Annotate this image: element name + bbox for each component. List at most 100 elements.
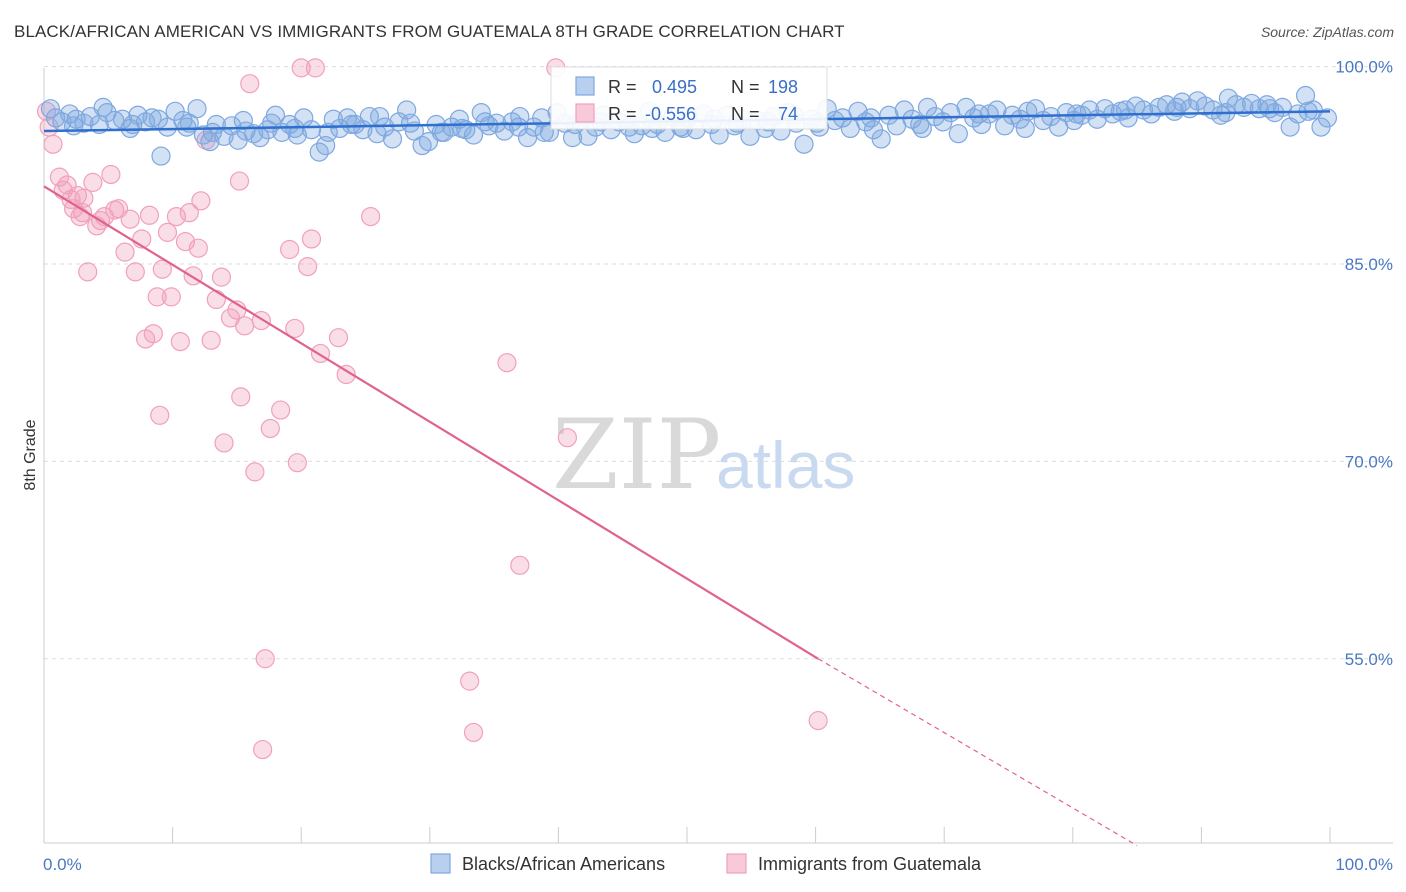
- pink-point: [301, 229, 322, 249]
- pink-point: [150, 405, 170, 425]
- pink-point: [328, 328, 349, 348]
- chart-source: Source: ZipAtlas.com: [1260, 24, 1394, 40]
- chart-title: BLACK/AFRICAN AMERICAN VS IMMIGRANTS FRO…: [14, 22, 845, 41]
- pink-point: [245, 462, 265, 482]
- pink-point: [166, 207, 187, 227]
- blue-point: [452, 118, 472, 139]
- blue-point: [871, 129, 891, 149]
- blue-point: [400, 113, 421, 133]
- blue-point: [431, 122, 451, 142]
- pink-point: [497, 353, 517, 373]
- legend-pink-label: Immigrants from Guatemala: [758, 854, 982, 874]
- pink-point: [201, 330, 221, 350]
- pink-point: [287, 453, 307, 473]
- blue-point: [1025, 99, 1046, 119]
- blue-point: [151, 146, 171, 166]
- y-tick-label: 100.0%: [1335, 58, 1393, 77]
- pink-point: [161, 287, 181, 307]
- blue-point: [912, 118, 932, 139]
- pink-point: [260, 418, 280, 439]
- legend-blue-label: Blacks/African Americans: [462, 854, 665, 874]
- y-tick-label: 55.0%: [1345, 650, 1393, 669]
- blue-point: [341, 114, 361, 135]
- blue-point: [948, 124, 968, 144]
- pink-point: [460, 671, 480, 691]
- pink-point: [336, 364, 356, 385]
- pink-point: [101, 164, 121, 185]
- blue-point: [987, 100, 1007, 120]
- pink-point: [191, 191, 211, 211]
- blue-point: [1317, 108, 1338, 128]
- pink-point: [229, 171, 250, 191]
- stats-pink-swatch: [575, 103, 595, 123]
- blue-point: [510, 106, 530, 127]
- pink-point: [115, 242, 135, 262]
- blue-point: [1259, 99, 1280, 119]
- y-tick-labels: 55.0% 70.0% 85.0% 100.0%: [1335, 58, 1393, 669]
- pink-point: [557, 428, 578, 448]
- stats-box: R = 0.495 N = 198 R = -0.556 N = 74: [550, 66, 828, 130]
- blue-point: [202, 122, 223, 142]
- stats-box-frame: [550, 66, 828, 130]
- pink-point: [298, 257, 318, 277]
- x-tick-label-min: 0.0%: [43, 855, 82, 874]
- pink-point: [74, 188, 94, 208]
- blue-point: [128, 105, 148, 125]
- pink-point: [214, 433, 234, 453]
- pink-trend-extension: [817, 658, 1138, 847]
- gridlines: [44, 66, 1393, 660]
- blue-point: [177, 117, 197, 137]
- blue-point: [301, 120, 322, 140]
- pink-point: [285, 318, 305, 339]
- stats-blue-r-label: R =: [608, 77, 637, 97]
- pink-point: [235, 316, 255, 336]
- blue-point: [93, 97, 113, 117]
- blue-point: [1056, 103, 1076, 123]
- pink-trend-line: [43, 185, 819, 660]
- pink-point: [157, 222, 178, 242]
- blue-point: [40, 99, 61, 119]
- pink-point: [808, 711, 828, 731]
- pink-point: [510, 555, 530, 575]
- blue-point: [60, 104, 80, 124]
- pink-point: [125, 262, 145, 282]
- y-tick-label: 70.0%: [1345, 452, 1393, 471]
- legend-blue-swatch: [430, 853, 451, 874]
- blue-point: [1010, 109, 1030, 129]
- blue-point: [187, 99, 207, 119]
- legend-pink-swatch: [726, 853, 747, 874]
- blue-point: [442, 117, 462, 137]
- blue-point: [148, 109, 169, 129]
- pink-point: [179, 203, 199, 223]
- pink-point: [139, 205, 160, 225]
- pink-point: [43, 134, 63, 154]
- blue-point: [508, 117, 529, 137]
- pink-point: [152, 259, 172, 279]
- pink-point: [291, 58, 311, 78]
- axes: [43, 68, 1393, 844]
- pink-point: [206, 289, 226, 310]
- y-tick-label: 85.0%: [1345, 255, 1393, 274]
- pink-point: [280, 239, 300, 260]
- watermark-zip: ZIP: [552, 399, 721, 511]
- blue-point: [233, 110, 253, 131]
- blue-point: [1015, 118, 1035, 139]
- blue-point: [262, 113, 282, 133]
- y-axis-title: 8th Grade: [22, 419, 39, 490]
- pink-point: [170, 332, 190, 352]
- pink-point: [211, 267, 232, 287]
- pink-point: [78, 262, 98, 282]
- stats-pink-n-value: 74: [778, 104, 798, 124]
- pink-point: [83, 172, 103, 192]
- blue-point: [1218, 88, 1239, 108]
- blue-point: [463, 125, 484, 145]
- blue-point: [969, 104, 989, 124]
- blue-point: [370, 106, 390, 127]
- watermark-atlas: atlas: [716, 428, 855, 502]
- pink-point: [271, 400, 291, 420]
- blue-point: [63, 116, 84, 136]
- stats-blue-r-value: 0.495: [652, 77, 697, 97]
- stats-pink-r-label: R =: [608, 104, 637, 124]
- pink-point: [120, 209, 140, 229]
